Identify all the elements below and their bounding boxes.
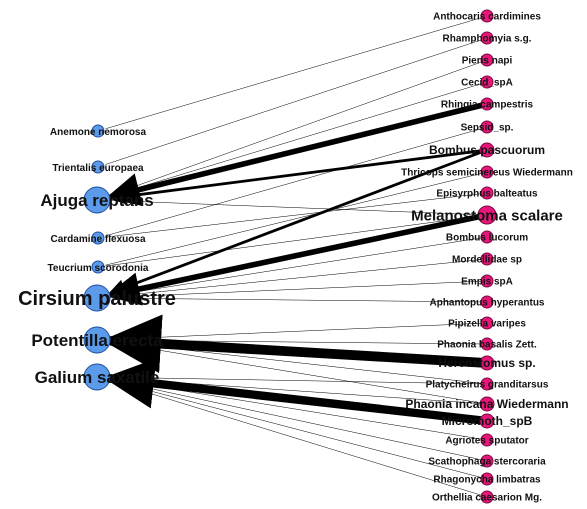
insect-label: Platycheirus granditarsus <box>426 380 549 391</box>
insect-node[interactable] <box>480 97 494 111</box>
edge-i12-p6 <box>111 258 488 297</box>
plant-node[interactable] <box>91 160 105 174</box>
edge-i20-p8 <box>103 358 492 426</box>
plant-label: Teucrium scorodonia <box>48 263 149 274</box>
insect-node[interactable] <box>480 377 494 391</box>
insect-node[interactable] <box>480 165 494 179</box>
plant-node[interactable] <box>91 231 105 245</box>
plant-label: Anemone nemorosa <box>50 127 147 138</box>
insect-node[interactable] <box>480 454 494 468</box>
edge-i23-p8 <box>111 380 488 480</box>
edge-i11-p6 <box>111 236 488 296</box>
insect-label: Anthocaris cardimines <box>433 12 541 23</box>
edge-i15-p7 <box>111 322 488 340</box>
plant-label: Potentilla erecta <box>31 331 163 350</box>
insect-label: Pieris napi <box>462 56 513 67</box>
insect-label: Phaonia basalis Zett. <box>437 340 537 351</box>
plant-node[interactable] <box>91 124 105 138</box>
edge-i4-p3 <box>111 81 488 196</box>
edge-i21-p8 <box>111 379 488 441</box>
insect-node[interactable] <box>480 9 494 23</box>
insect-node[interactable] <box>480 337 494 351</box>
insect-label: Rhingia campestris <box>441 100 534 111</box>
plant-node[interactable] <box>83 326 111 354</box>
insect-node[interactable] <box>480 75 494 89</box>
plant-node[interactable] <box>83 284 111 312</box>
insect-node[interactable] <box>480 472 494 486</box>
insect-label: Empis spA <box>461 277 513 288</box>
insect-node[interactable] <box>479 413 495 429</box>
insect-node[interactable] <box>480 316 494 330</box>
insect-label: Aphantopus hyperantus <box>429 298 544 309</box>
plant-label: Cardamine flexuosa <box>50 234 145 245</box>
edge-i10-p5 <box>105 214 488 267</box>
insect-label: Mordellidae sp <box>452 255 522 266</box>
edge-i9-p4 <box>105 192 488 238</box>
insect-node[interactable] <box>480 433 494 447</box>
insect-label: Cecid_spA <box>461 78 513 89</box>
plant-node[interactable] <box>91 260 105 274</box>
edge-i18-p7 <box>111 341 488 385</box>
insect-label: Micromoth_spB <box>442 414 533 428</box>
insect-node[interactable] <box>479 355 495 371</box>
labels-layer: Anemone nemorosa Trientalis europaea Ajuga… <box>18 12 573 504</box>
edges-layer <box>102 15 492 498</box>
insect-node[interactable] <box>480 186 494 200</box>
plant-label: Trientalis europaea <box>52 163 144 174</box>
insect-label: Agriotes sputator <box>445 436 528 447</box>
edge-i3-p3 <box>110 59 488 196</box>
insect-label: Scathophaga stercoraria <box>428 457 546 468</box>
edge-i1-p1 <box>105 15 488 129</box>
insect-node[interactable] <box>480 120 494 134</box>
insect-label: Pipizella varipes <box>448 319 526 330</box>
insect-label: Melanostoma scalare <box>411 207 563 224</box>
insect-label: Episyrphus balteatus <box>436 189 538 200</box>
edge-i14-p6 <box>111 297 488 303</box>
edge-i5-p3 <box>106 101 490 207</box>
insect-label: Hercostomus sp. <box>438 356 535 370</box>
edge-i22-p8 <box>111 379 488 462</box>
plant-label: Cirsium palustre <box>18 288 176 310</box>
insect-node[interactable] <box>480 295 494 309</box>
insect-node[interactable] <box>480 490 494 504</box>
edge-i8-p5 <box>105 171 488 266</box>
insect-node[interactable] <box>479 142 495 158</box>
insect-label: Rhamphomyia s.g. <box>443 34 532 45</box>
insect-node[interactable] <box>479 396 495 412</box>
edge-i19-p7 <box>111 342 488 405</box>
insect-node[interactable] <box>480 31 494 45</box>
insect-node[interactable] <box>480 53 494 67</box>
insect-node[interactable] <box>480 230 494 244</box>
plant-label: Galium saxatile <box>35 368 160 387</box>
insect-label: Thricops semicinereus Wiedermann <box>401 168 573 179</box>
edge-i10-p3 <box>111 200 488 216</box>
insect-label: Bombus pascuorum <box>429 143 545 157</box>
insect-label: Sepsid_sp. <box>461 123 514 134</box>
plant-node[interactable] <box>83 186 111 214</box>
edge-i24-p8 <box>111 381 488 498</box>
plant-node[interactable] <box>83 363 111 391</box>
edge-i6-p4 <box>105 126 488 237</box>
nodes-layer <box>83 9 497 504</box>
edge-i17-p7 <box>102 314 492 374</box>
insect-label: Phaonia incana Wiedermann <box>405 397 568 411</box>
edge-i18-p8 <box>111 377 488 385</box>
edge-i13-p6 <box>111 280 488 298</box>
insect-node[interactable] <box>477 205 497 225</box>
insect-label: Rhagonycha limbatras <box>433 475 541 486</box>
insect-node[interactable] <box>480 252 494 266</box>
plant-label: Ajuga reptans <box>40 191 153 210</box>
edge-i2-p2 <box>105 37 488 165</box>
edge-i10-p6 <box>106 212 490 306</box>
edge-i7-p3 <box>109 148 489 205</box>
insect-label: Orthellia caesarion Mg. <box>432 493 542 504</box>
edge-i7-p6 <box>108 148 489 296</box>
insect-node[interactable] <box>480 274 494 288</box>
insect-label: Bombus lucorum <box>446 233 528 244</box>
